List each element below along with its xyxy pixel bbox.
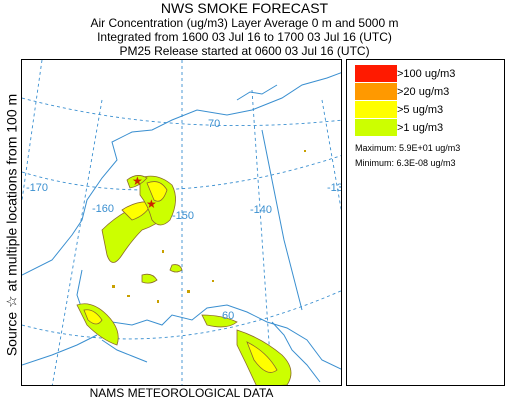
legend-label-100: >100 ug/m3 — [397, 67, 456, 80]
plume-5 — [201, 314, 238, 328]
plume-4 — [76, 303, 119, 346]
lat-label-60: 60 — [222, 310, 235, 322]
source-star-icon: ★ — [132, 174, 143, 188]
data-source-footer: NAMS METEOROLOGICAL DATA — [89, 386, 274, 400]
latitude-line-upper — [22, 97, 341, 127]
aleutian-coast — [22, 334, 98, 366]
plume-8 — [169, 264, 183, 273]
plume-3 — [126, 175, 148, 189]
minimum-value: Minimum: 6.3E-08 ug/m3 — [355, 158, 456, 168]
smoke-plumes — [76, 175, 292, 385]
source-markers: ★ ★ — [132, 174, 157, 211]
latitude-line-70 — [22, 155, 341, 191]
legend-item-5: >5 ug/m3 — [355, 101, 443, 118]
north-coast — [22, 72, 341, 276]
spot — [127, 295, 130, 297]
meridian-170 — [22, 60, 43, 201]
maximum-value: Maximum: 5.9E+01 ug/m3 — [355, 143, 461, 153]
spot — [187, 290, 190, 293]
lon-label-130: -130 — [327, 182, 341, 194]
plume-4-core — [83, 309, 103, 325]
arctic-islands — [236, 84, 278, 101]
map-panel: ★ ★ -170 -160 -150 -140 -130 70 60 — [21, 59, 342, 386]
subtitle-integration: Integrated from 1600 03 Jul 16 to 1700 0… — [97, 30, 392, 44]
latitude-line-60 — [22, 290, 341, 340]
small-plume-spots — [112, 150, 306, 303]
spot — [162, 250, 164, 253]
lon-label-160: -160 — [92, 203, 115, 215]
legend-label-5: >5 ug/m3 — [397, 103, 444, 116]
legend-item-1: >1 ug/m3 — [355, 119, 443, 136]
lon-label-150: -150 — [172, 210, 195, 222]
border-line — [261, 129, 303, 311]
legend-label-20: >20 ug/m3 — [397, 85, 450, 98]
legend-item-20: >20 ug/m3 — [355, 83, 449, 100]
spot — [112, 285, 115, 288]
legend: >100 ug/m3 >20 ug/m3 >5 ug/m3 >1 ug/m3 M… — [346, 59, 505, 386]
plume-6-core — [246, 341, 278, 373]
smoke-map: ★ ★ — [22, 60, 341, 385]
legend-label-1: >1 ug/m3 — [397, 121, 444, 134]
legend-item-100: >100 ug/m3 — [355, 65, 455, 82]
subtitle-concentration: Air Concentration (ug/m3) Layer Average … — [90, 16, 399, 30]
spot — [212, 280, 214, 282]
subtitle-release: PM25 Release started at 0600 03 Jul 16 (… — [119, 44, 370, 58]
panhandle-coast — [271, 321, 321, 383]
plume-2-core — [146, 181, 168, 202]
meridian-140 — [251, 89, 273, 385]
spot — [157, 300, 159, 303]
graticule — [22, 60, 341, 385]
peninsula-coast — [101, 339, 148, 363]
lat-label-70: 70 — [208, 118, 221, 130]
lon-label-170: -170 — [26, 182, 49, 194]
legend-swatch-1 — [355, 119, 397, 136]
meridian-130 — [321, 99, 341, 212]
coastline — [22, 72, 341, 383]
map-title: NWS SMOKE FORECAST — [160, 0, 329, 16]
legend-swatch-5 — [355, 101, 397, 118]
source-star-icon: ★ — [146, 197, 157, 211]
spot — [304, 150, 306, 152]
legend-swatch-20 — [355, 83, 397, 100]
legend-swatch-100 — [355, 65, 397, 82]
plume-7 — [141, 273, 158, 284]
lon-label-140: -140 — [250, 204, 273, 216]
source-label: Source ☆ at multiple locations from 100 … — [3, 93, 20, 357]
meridian-160 — [51, 99, 103, 385]
